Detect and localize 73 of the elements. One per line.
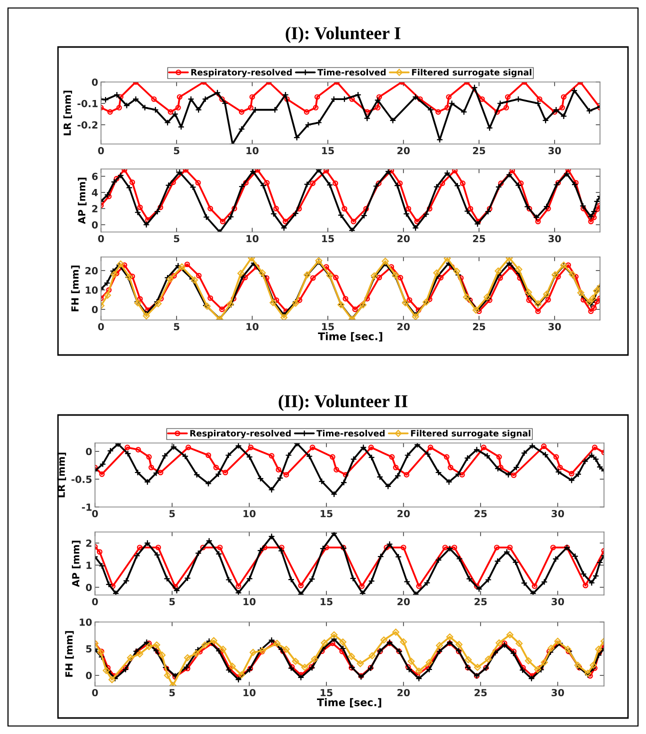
y-axis-title: AP [mm] bbox=[78, 178, 87, 224]
x-tick-label: 20 bbox=[397, 510, 410, 518]
x-tick-label: 20 bbox=[397, 322, 410, 330]
y-axis-title: FH [mm] bbox=[65, 631, 74, 677]
x-tick-label: 5 bbox=[174, 235, 180, 242]
x-tick-label: 5 bbox=[174, 147, 180, 154]
x-tick-label: 10 bbox=[246, 234, 259, 242]
legend-label: Respiratory-resolved bbox=[190, 430, 291, 438]
x-tick-label: 25 bbox=[474, 510, 487, 518]
x-tick-label: 15 bbox=[320, 510, 332, 518]
x-tick-label: 15 bbox=[322, 235, 334, 242]
y-tick-label: -1 bbox=[82, 504, 92, 511]
y-tick-label: 5 bbox=[86, 645, 92, 652]
x-tick-label: 25 bbox=[473, 322, 486, 330]
y-axis-title: FH [mm] bbox=[71, 266, 80, 312]
x-tick-label: 30 bbox=[548, 146, 561, 154]
chart-title: (I): Volunteer I bbox=[286, 26, 400, 43]
y-tick-label: 20 bbox=[85, 267, 98, 274]
y-tick-label: 0 bbox=[86, 448, 92, 456]
y-axis-title: AP [mm] bbox=[72, 540, 81, 588]
legend-label: Time-resolved bbox=[317, 68, 386, 76]
y-tick-label: 0 bbox=[92, 221, 98, 229]
y-tick-label: 0 bbox=[86, 672, 92, 680]
legend-label: Filtered surrogate signal bbox=[411, 430, 530, 438]
x-tick-label: 0 bbox=[98, 146, 104, 154]
x-tick-label: 20 bbox=[397, 146, 410, 154]
y-tick-label: 2 bbox=[92, 205, 98, 212]
y-tick-label: 0 bbox=[86, 584, 92, 592]
x-tick-label: 30 bbox=[548, 322, 561, 330]
x-tick-label: 30 bbox=[552, 688, 564, 696]
chart-title: (II): Volunteer II bbox=[278, 394, 408, 411]
y-tick-label: 6 bbox=[92, 172, 98, 180]
x-tick-label: 20 bbox=[397, 688, 410, 696]
legend-label: Respiratory-resolved bbox=[191, 68, 292, 78]
y-tick-label: 10 bbox=[80, 618, 92, 626]
x-tick-label: 25 bbox=[474, 598, 487, 606]
x-tick-label: 30 bbox=[552, 598, 564, 606]
y-axis-title: LR [mm] bbox=[63, 90, 72, 136]
x-tick-label: 30 bbox=[552, 510, 564, 518]
x-tick-label: 5 bbox=[174, 323, 180, 330]
x-tick-label: 15 bbox=[320, 689, 332, 696]
y-tick-label: 0 bbox=[92, 78, 98, 86]
x-tick-label: 15 bbox=[320, 598, 332, 606]
y-tick-label: -0.2 bbox=[77, 121, 98, 129]
x-tick-label: 5 bbox=[169, 598, 175, 606]
x-axis-title: Time [sec.] bbox=[318, 332, 382, 342]
x-tick-label: 10 bbox=[246, 322, 259, 330]
y-tick-label: 0 bbox=[92, 306, 98, 314]
legend-label: Time-resolved bbox=[316, 430, 385, 437]
x-tick-label: 5 bbox=[169, 689, 175, 696]
x-tick-label: 25 bbox=[473, 146, 486, 154]
x-tick-label: 0 bbox=[98, 234, 104, 242]
x-tick-label: 25 bbox=[474, 688, 487, 696]
y-tick-label: -0.5 bbox=[71, 476, 92, 484]
x-tick-label: 15 bbox=[322, 323, 334, 330]
x-tick-label: 20 bbox=[397, 234, 410, 242]
x-axis-title: Time [sec.] bbox=[316, 698, 382, 708]
x-tick-label: 10 bbox=[244, 598, 256, 606]
x-tick-label: 20 bbox=[397, 598, 410, 606]
y-tick-label: 4 bbox=[92, 189, 98, 196]
y-tick-label: 1 bbox=[86, 562, 92, 569]
x-tick-label: 25 bbox=[473, 234, 486, 242]
x-tick-label: 0 bbox=[98, 322, 104, 330]
x-tick-label: 30 bbox=[548, 234, 561, 242]
x-tick-label: 10 bbox=[244, 688, 256, 696]
x-tick-label: 10 bbox=[246, 146, 259, 154]
y-tick-label: 2 bbox=[86, 540, 92, 547]
x-tick-label: 5 bbox=[169, 510, 175, 518]
x-tick-label: 15 bbox=[322, 147, 334, 154]
x-tick-label: 10 bbox=[244, 510, 256, 518]
y-tick-label: 10 bbox=[86, 286, 98, 294]
y-tick-label: -0.1 bbox=[77, 100, 98, 108]
legend-label: Filtered surrogate signal bbox=[412, 68, 532, 78]
